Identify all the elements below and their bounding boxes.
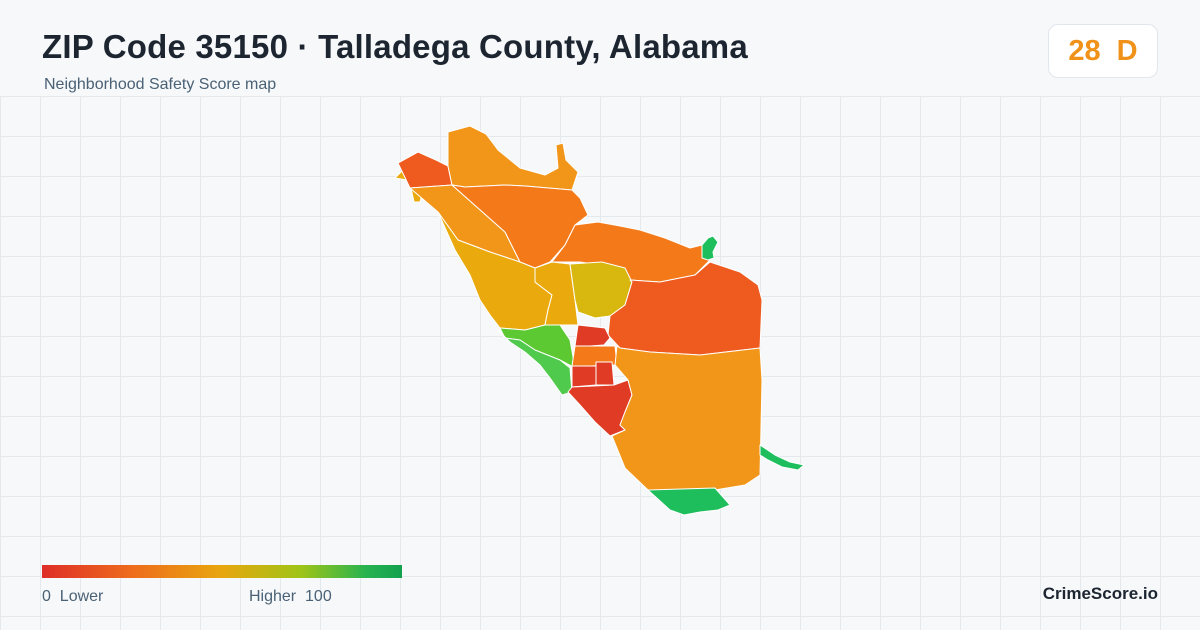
score-grade: D bbox=[1116, 34, 1138, 67]
legend-high-label: Higher 100 bbox=[249, 588, 332, 606]
map-region bbox=[611, 345, 763, 491]
score-value: 28 bbox=[1068, 34, 1101, 67]
legend-high-text: Higher bbox=[249, 588, 297, 605]
legend-color-scale bbox=[42, 565, 402, 578]
map-region bbox=[551, 221, 711, 283]
brand-logo-text[interactable]: CrimeScore.io bbox=[1042, 584, 1158, 603]
map-region bbox=[701, 235, 719, 261]
legend-low-value: 0 bbox=[42, 588, 51, 605]
map-region bbox=[574, 324, 611, 347]
header-band bbox=[0, 0, 1200, 96]
map-region bbox=[647, 487, 731, 516]
score-badge: 28 D bbox=[1048, 24, 1158, 78]
map-regions bbox=[394, 125, 805, 516]
legend-low-text: Lower bbox=[59, 588, 104, 605]
page-subtitle: Neighborhood Safety Score map bbox=[44, 76, 277, 93]
map-region bbox=[571, 365, 597, 388]
legend-low-label: 0 Lower bbox=[42, 588, 103, 606]
map-region bbox=[595, 361, 615, 386]
page-title: ZIP Code 35150 · Talladega County, Alaba… bbox=[42, 28, 748, 65]
legend-high-value: 100 bbox=[305, 588, 332, 605]
map-region bbox=[759, 444, 805, 471]
map-region bbox=[397, 151, 453, 189]
map-region bbox=[447, 125, 579, 191]
